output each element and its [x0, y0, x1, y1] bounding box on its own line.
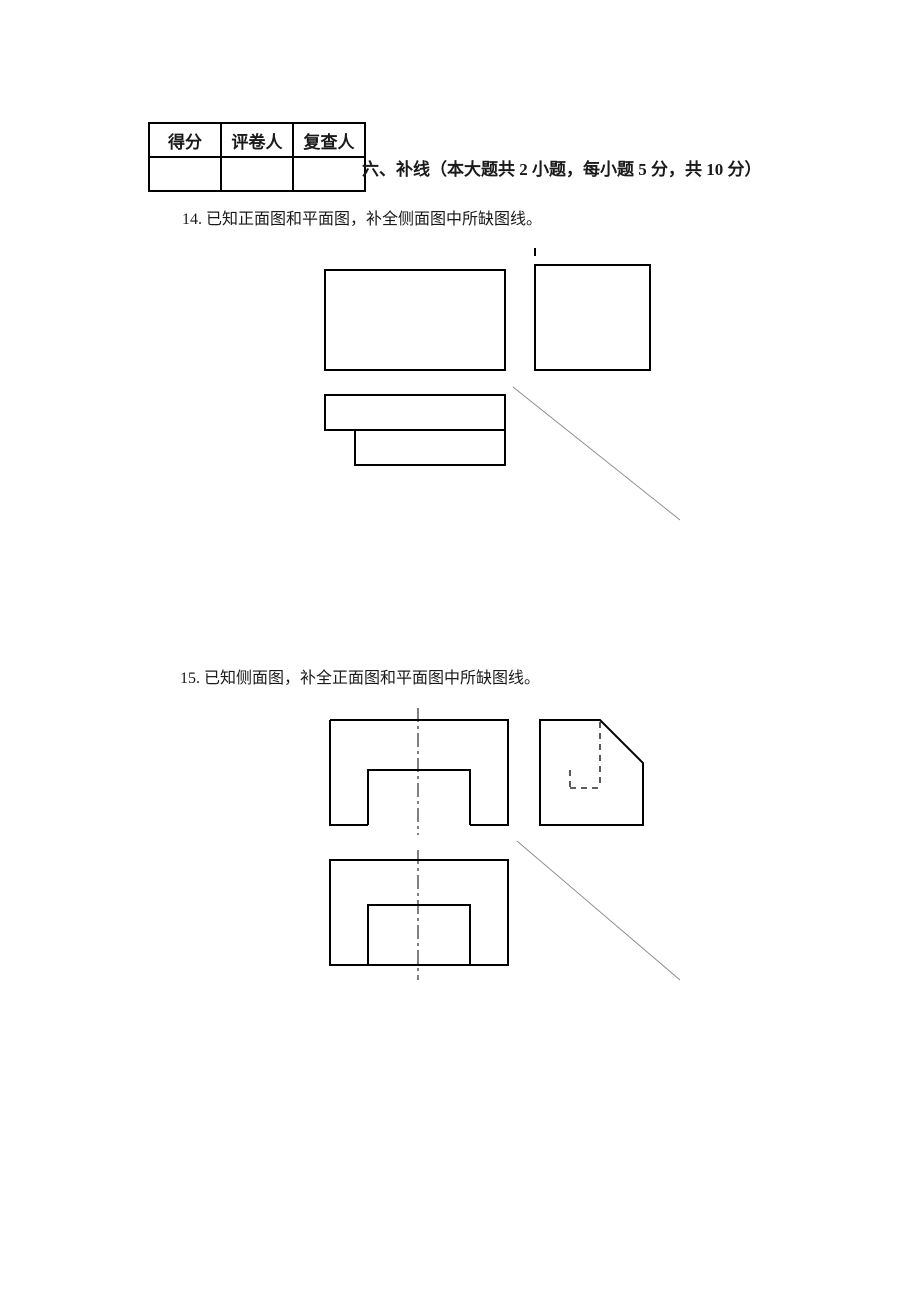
score-cell-checker [293, 157, 365, 191]
question-15-text: 已知侧面图，补全正面图和平面图中所缺图线。 [204, 670, 540, 687]
question-14-text: 已知正面图和平面图，补全侧面图中所缺图线。 [206, 211, 542, 228]
score-cell-grader [221, 157, 293, 191]
score-table: 得分 评卷人 复查人 [148, 122, 366, 192]
section-title: 六、补线（本大题共 2 小题，每小题 5 分，共 10 分） [362, 155, 762, 180]
score-cell-score [149, 157, 221, 191]
question-14: 14. 已知正面图和平面图，补全侧面图中所缺图线。 [182, 205, 542, 229]
question-14-number: 14. [182, 211, 202, 228]
question-15: 15. 已知侧面图，补全正面图和平面图中所缺图线。 [180, 664, 540, 688]
score-header-checker: 复查人 [293, 123, 365, 157]
figure-15 [140, 690, 780, 1010]
question-15-number: 15. [180, 670, 200, 687]
figure-14 [140, 230, 780, 530]
score-header-grader: 评卷人 [221, 123, 293, 157]
score-header-score: 得分 [149, 123, 221, 157]
